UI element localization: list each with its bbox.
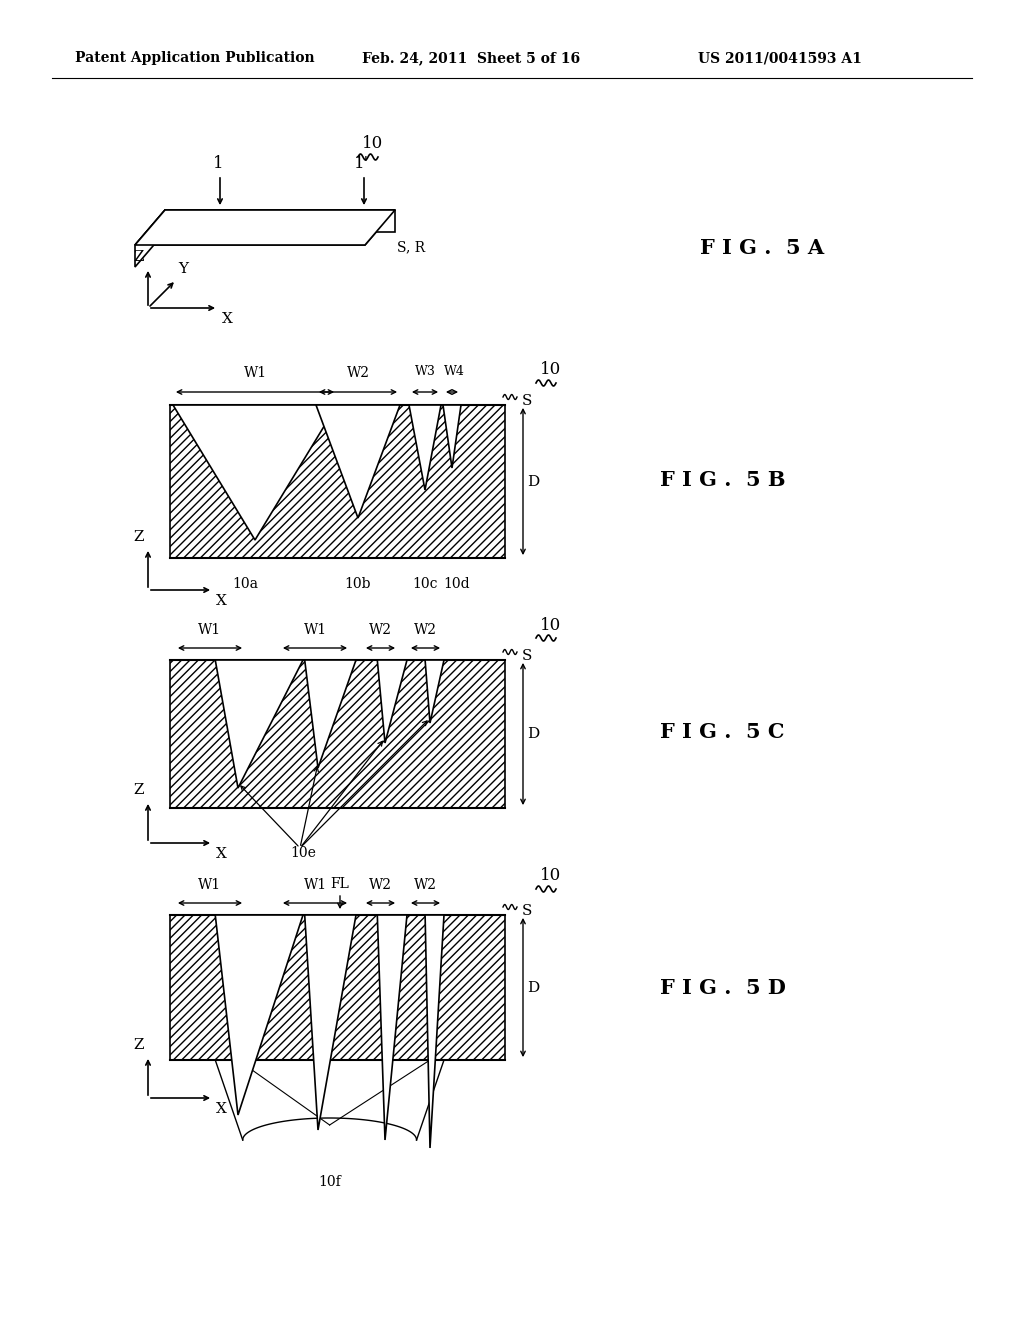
Text: Z: Z [133,249,144,264]
Text: 1': 1' [354,154,370,172]
Text: W1: W1 [244,366,266,380]
Text: F I G .  5 A: F I G . 5 A [700,238,824,257]
Text: W2: W2 [369,623,391,638]
Polygon shape [135,210,395,246]
Text: 1: 1 [213,154,223,172]
Text: S: S [522,393,532,408]
Polygon shape [409,405,441,490]
Text: W1: W1 [303,878,327,892]
Text: 10: 10 [540,362,561,379]
Text: W4: W4 [443,366,465,378]
Text: X: X [216,1102,227,1115]
Text: X: X [216,847,227,861]
Polygon shape [425,915,444,1148]
Text: S: S [522,649,532,663]
Text: 10c: 10c [413,577,437,591]
Text: F I G .  5 B: F I G . 5 B [660,470,785,490]
Text: W2: W2 [414,623,436,638]
Polygon shape [135,210,395,246]
Text: 10d: 10d [443,577,470,591]
Bar [170,660,505,808]
Text: Z: Z [133,531,144,544]
Text: 10a: 10a [232,577,258,591]
Polygon shape [215,915,303,1115]
Text: D: D [527,727,540,741]
Polygon shape [377,660,407,743]
Text: Patent Application Publication: Patent Application Publication [75,51,314,65]
Text: F I G .  5 C: F I G . 5 C [660,722,784,742]
Text: US 2011/0041593 A1: US 2011/0041593 A1 [698,51,862,65]
Polygon shape [377,915,407,1140]
Polygon shape [165,210,395,232]
Text: W2: W2 [414,878,436,892]
Text: D: D [527,981,540,994]
Text: W1: W1 [303,623,327,638]
Polygon shape [425,660,444,723]
Text: 10e: 10e [290,846,315,861]
Text: X: X [216,594,227,609]
Text: Feb. 24, 2011  Sheet 5 of 16: Feb. 24, 2011 Sheet 5 of 16 [362,51,581,65]
Text: 10: 10 [540,867,561,884]
Polygon shape [173,405,337,540]
Polygon shape [215,660,303,788]
Text: 10: 10 [540,616,561,634]
Text: S, R: S, R [397,240,425,253]
Text: F I G .  5 D: F I G . 5 D [660,978,785,998]
Text: D: D [527,474,540,488]
Polygon shape [316,405,400,517]
Polygon shape [443,405,461,469]
Polygon shape [135,210,165,267]
Text: Z: Z [133,1038,144,1052]
Bar [170,405,505,558]
Text: W2: W2 [346,366,370,380]
Text: W1: W1 [199,878,221,892]
Text: 10: 10 [362,136,383,153]
Polygon shape [305,660,356,768]
Polygon shape [305,915,356,1130]
Text: Y: Y [178,261,188,276]
Text: W3: W3 [415,366,435,378]
Bar [170,915,505,1060]
Text: S: S [522,904,532,917]
Text: X: X [222,312,232,326]
Text: FL: FL [331,876,349,891]
Text: W1: W1 [199,623,221,638]
Text: 10b: 10b [345,577,372,591]
Text: Z: Z [133,783,144,797]
Text: W2: W2 [369,878,391,892]
Text: 10f: 10f [318,1175,341,1189]
